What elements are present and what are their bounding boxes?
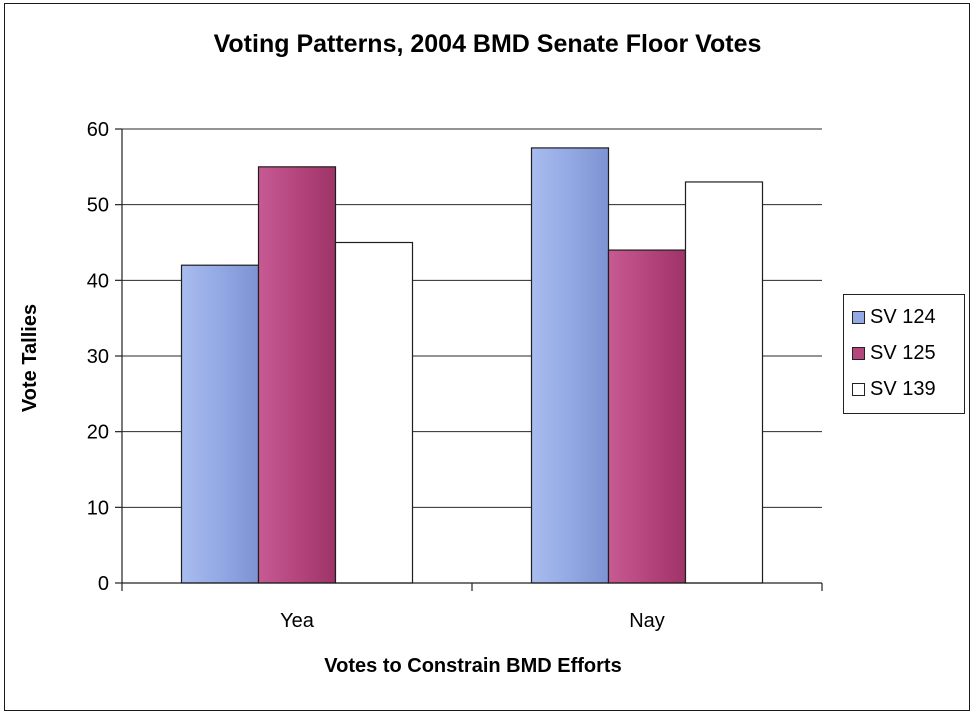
- y-tick-label: 40: [87, 270, 109, 292]
- x-axis-title: Votes to Constrain BMD Efforts: [324, 655, 621, 677]
- y-tick-label: 10: [87, 497, 109, 519]
- legend-swatch: [852, 310, 865, 324]
- bar-sv-139-nay: [684, 181, 764, 584]
- legend: SV 124 SV 125 SV 139: [843, 294, 965, 414]
- legend-label: SV 139: [870, 377, 936, 400]
- y-tick-label: 60: [87, 119, 109, 141]
- y-tick-label: 50: [87, 195, 109, 217]
- legend-swatch: [852, 382, 865, 396]
- x-tick-label: Nay: [629, 610, 665, 632]
- y-tick-label: 0: [98, 573, 109, 595]
- legend-swatch: [852, 346, 865, 360]
- bars: [180, 147, 764, 584]
- legend-item: SV 125: [852, 340, 936, 366]
- y-tick-label: 30: [87, 346, 109, 368]
- legend-item: SV 139: [852, 376, 936, 402]
- legend-item: SV 124: [852, 304, 936, 330]
- y-tick-label: 20: [87, 422, 109, 444]
- x-tick-label: Yea: [280, 610, 315, 632]
- y-axis-title: Vote Tallies: [19, 304, 41, 412]
- bar-sv-125-nay: [607, 249, 687, 584]
- chart-title: Voting Patterns, 2004 BMD Senate Floor V…: [213, 30, 762, 58]
- bar-sv-125-yea: [257, 166, 337, 584]
- bar-sv-139-yea: [334, 241, 414, 584]
- bar-sv-124-nay: [530, 147, 610, 584]
- bar-sv-124-yea: [180, 264, 260, 584]
- axes: 0 10 20 30 40 50 60 Yea Nay: [87, 119, 823, 632]
- legend-label: SV 124: [870, 305, 936, 328]
- legend-label: SV 125: [870, 341, 936, 364]
- chart-frame: [4, 3, 970, 711]
